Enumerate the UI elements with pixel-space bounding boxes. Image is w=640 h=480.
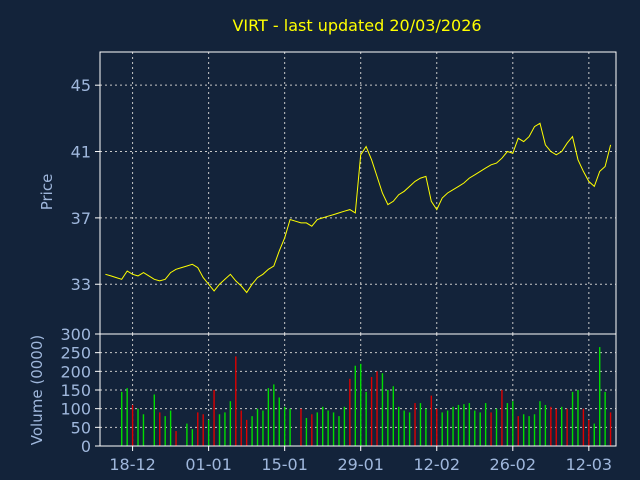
- volume-tick-label: 50: [71, 418, 91, 437]
- x-tick-label: 18-12: [109, 455, 156, 474]
- price-axis-label: Price: [38, 174, 56, 211]
- x-tick-label: 26-02: [490, 455, 537, 474]
- volume-tick-label: 150: [60, 381, 91, 400]
- price-tick-label: 37: [71, 209, 91, 228]
- axes-frame: [95, 51, 617, 451]
- price-tick-label: 41: [71, 143, 91, 162]
- volume-grid: [100, 334, 616, 446]
- x-tick-label: 12-03: [566, 455, 613, 474]
- x-tick-label: 01-01: [185, 455, 232, 474]
- volume-tick-label: 300: [60, 325, 91, 344]
- price-line: [105, 122, 612, 294]
- volume-panel-frame: [99, 333, 617, 447]
- volume-tick-label: 250: [60, 344, 91, 363]
- x-tick-label: 12-02: [414, 455, 461, 474]
- price-panel-frame: [99, 51, 617, 335]
- price-series: [105, 122, 612, 294]
- volume-axis-label: Volume (0000): [28, 335, 46, 445]
- price-grid: [100, 52, 616, 334]
- volume-tick-label: 100: [60, 400, 91, 419]
- x-tick-label: 15-01: [261, 455, 308, 474]
- chart-title: VIRT - last updated 20/03/2026: [232, 16, 481, 35]
- volume-tick-label: 200: [60, 362, 91, 381]
- x-tick-label: 29-01: [337, 455, 384, 474]
- volume-tick-label: 0: [81, 437, 91, 456]
- price-tick-label: 45: [71, 76, 91, 95]
- price-tick-label: 33: [71, 275, 91, 294]
- volume-bars: [121, 347, 612, 446]
